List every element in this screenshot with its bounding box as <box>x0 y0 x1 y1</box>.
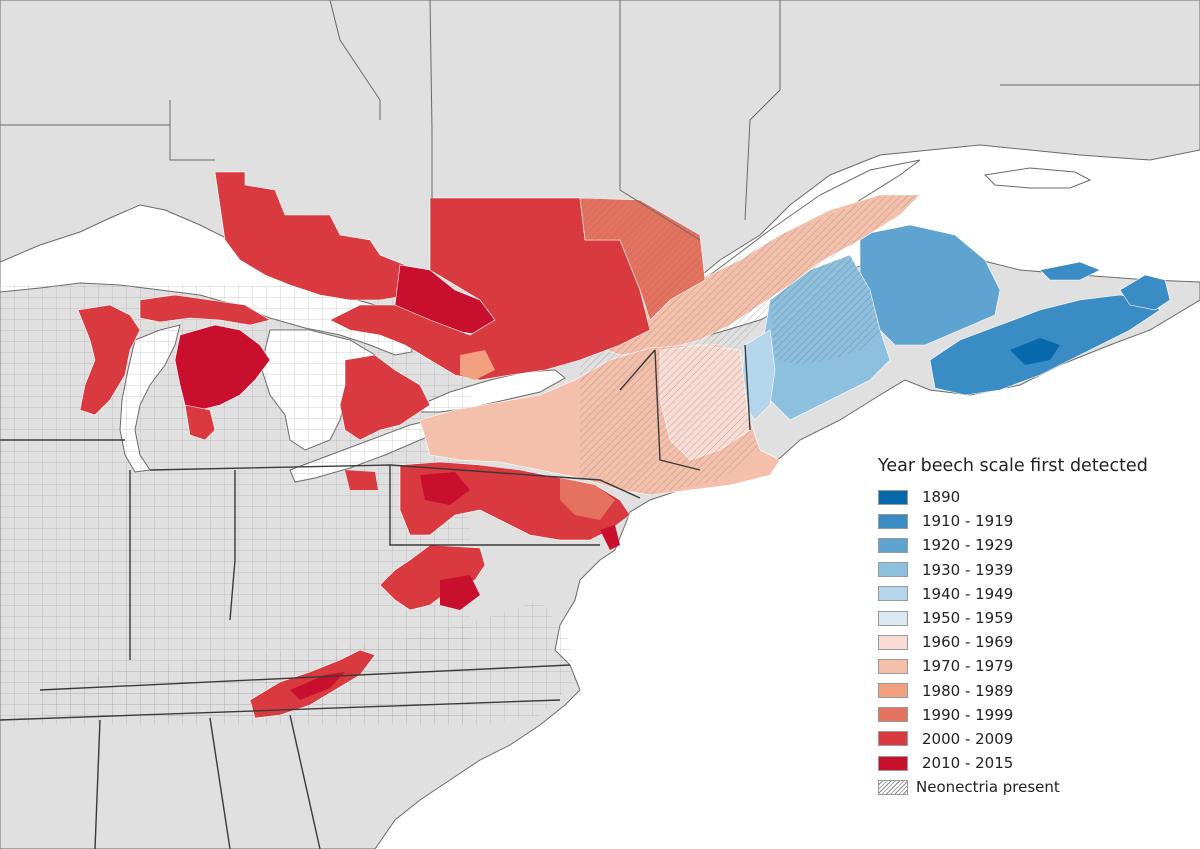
anticosti-island <box>983 167 1092 189</box>
legend-swatch <box>878 562 908 578</box>
legend-label: Neonectria present <box>916 778 1060 797</box>
legend-item: 2000 - 2009 <box>876 727 1176 751</box>
legend-item: 1890 <box>876 485 1176 509</box>
province-borders <box>0 0 1200 241</box>
legend-label: 1960 - 1969 <box>922 633 1014 652</box>
legend-swatch <box>878 658 908 674</box>
legend-item: 1950 - 1959 <box>876 606 1176 630</box>
legend-item: 2010 - 2015 <box>876 751 1176 775</box>
legend-swatch <box>878 683 908 699</box>
legend-item-neonectria: Neonectria present <box>876 775 1176 799</box>
legend-item: 1970 - 1979 <box>876 654 1176 678</box>
hatch-swatch <box>878 779 908 795</box>
legend-label: 1890 <box>922 488 961 507</box>
map-legend: Year beech scale first detected 1890 1910… <box>876 456 1176 799</box>
region-ontario-east <box>329 197 651 381</box>
hatch-ontario <box>580 198 705 320</box>
legend-item: 1960 - 1969 <box>876 630 1176 654</box>
legend-title: Year beech scale first detected <box>878 456 1148 476</box>
county-mesh-appalachia <box>40 600 575 725</box>
legend-label: 2010 - 2015 <box>922 754 1014 773</box>
legend-swatch <box>878 489 908 505</box>
region-cape-breton <box>1119 274 1171 311</box>
legend-label: 1950 - 1959 <box>922 609 1014 628</box>
region-ontario-peninsula <box>339 354 431 441</box>
pei-island <box>1039 261 1101 281</box>
legend-item: 1940 - 1949 <box>876 582 1176 606</box>
region-smokies-core <box>290 672 345 700</box>
legend-label: 1920 - 1929 <box>922 536 1014 555</box>
region-west-virginia <box>379 544 486 611</box>
region-ontario-1980s <box>460 350 495 380</box>
legend-swatch <box>878 634 908 650</box>
legend-label: 1940 - 1949 <box>922 584 1014 603</box>
legend-swatch <box>878 755 908 771</box>
legend-label: 1970 - 1979 <box>922 657 1014 676</box>
legend-items: 1890 1910 - 1919 1920 - 1929 1930 - 1939 194… <box>876 485 1176 775</box>
region-michigan-south <box>184 404 216 441</box>
legend-label: 1990 - 1999 <box>922 705 1014 724</box>
legend-item: 1990 - 1999 <box>876 703 1176 727</box>
region-wisconsin <box>77 304 141 416</box>
legend-swatch <box>878 707 908 723</box>
state-borders <box>0 344 751 849</box>
legend-swatch <box>878 610 908 626</box>
region-ohio-edge <box>345 470 378 490</box>
region-new-jersey <box>600 525 620 550</box>
legend-item: 1920 - 1929 <box>876 533 1176 557</box>
legend-item: 1980 - 1989 <box>876 679 1176 703</box>
region-pa-core <box>420 472 470 505</box>
legend-label: 1930 - 1939 <box>922 560 1014 579</box>
region-upper-peninsula <box>139 294 271 326</box>
legend-item: 1930 - 1939 <box>876 558 1176 582</box>
legend-item: 1910 - 1919 <box>876 509 1176 533</box>
hatch-maine <box>770 255 880 365</box>
legend-swatch <box>878 586 908 602</box>
region-nova-scotia-core <box>1010 338 1060 365</box>
region-wv-core <box>440 575 480 610</box>
hatch-new-england <box>580 195 920 495</box>
region-ontario-north <box>214 171 411 301</box>
legend-label: 1980 - 1989 <box>922 681 1014 700</box>
legend-label: 2000 - 2009 <box>922 729 1014 748</box>
legend-swatch <box>878 537 908 553</box>
region-pa-1990s <box>560 478 615 520</box>
legend-swatch <box>878 731 908 747</box>
legend-swatch <box>878 513 908 529</box>
legend-label: 1910 - 1919 <box>922 512 1014 531</box>
region-michigan-north <box>174 324 271 411</box>
